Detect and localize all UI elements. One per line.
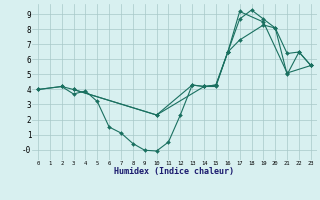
X-axis label: Humidex (Indice chaleur): Humidex (Indice chaleur) [115, 167, 234, 176]
